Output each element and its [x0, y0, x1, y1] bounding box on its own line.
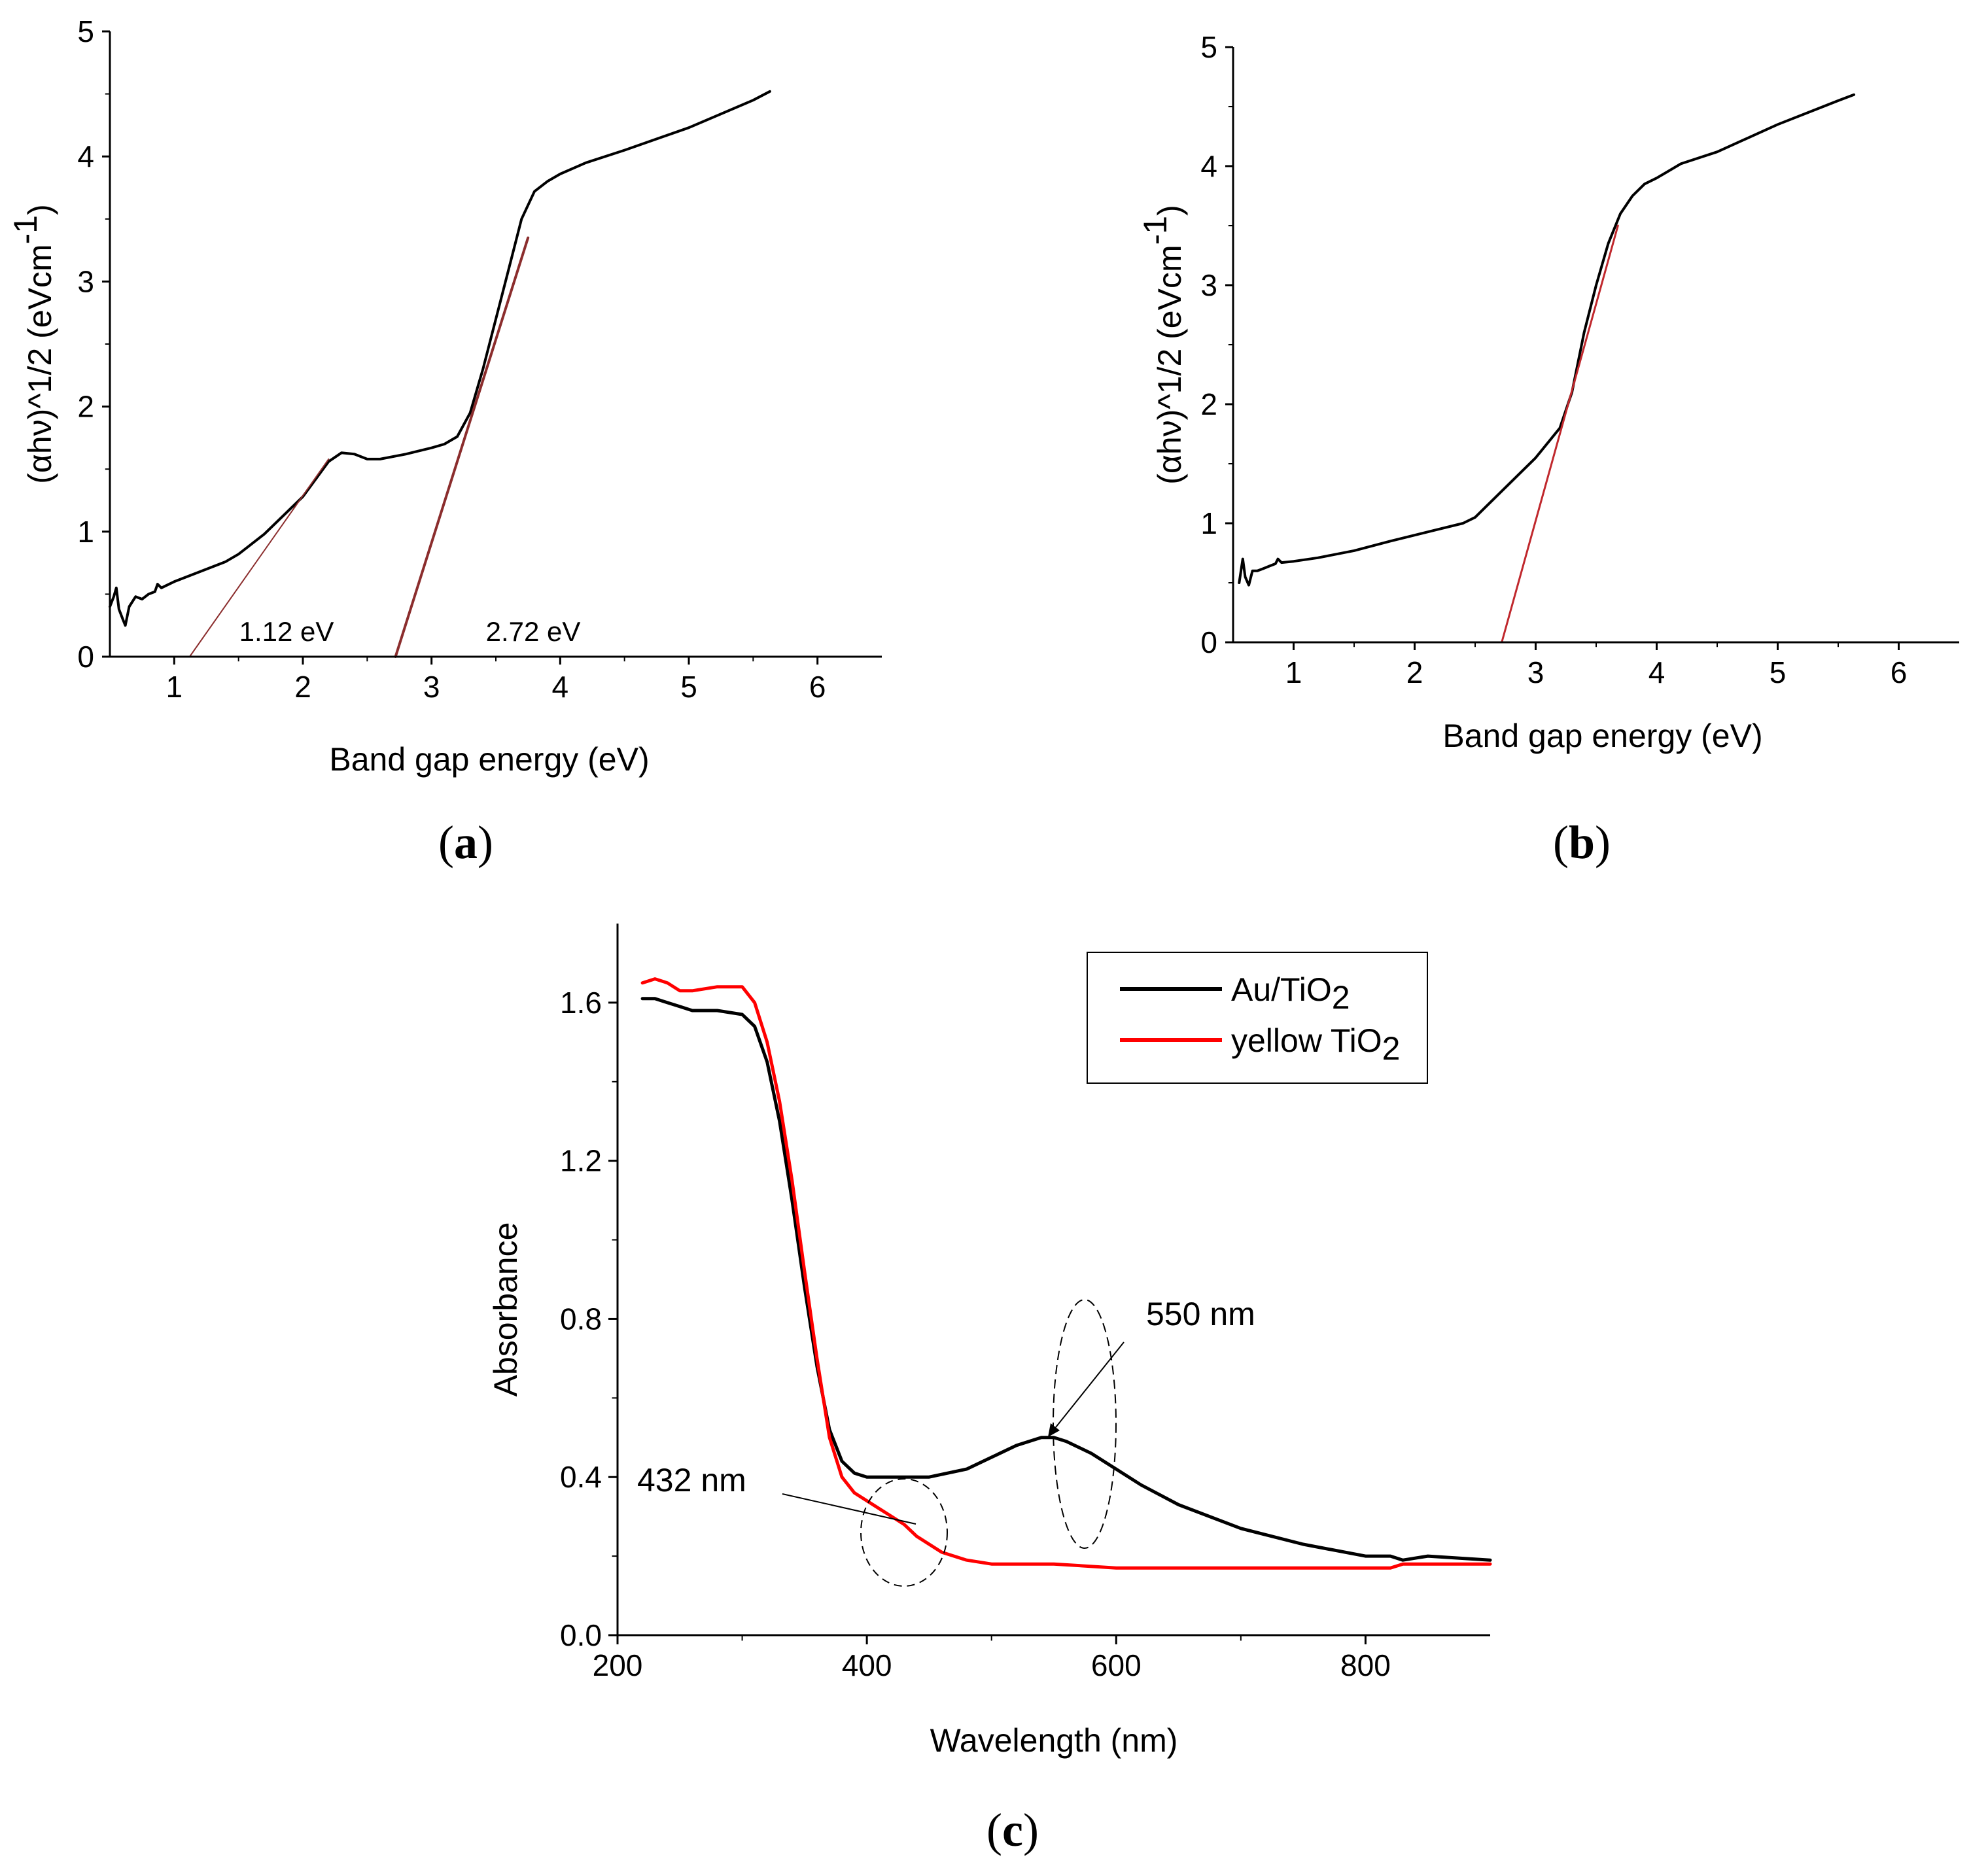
panel-c-label: (c)	[986, 1804, 1039, 1856]
panel-b-y-tick-label: 1	[1200, 506, 1217, 540]
panel-a-y-label-main: (αhν)^1/2 (eVcm	[22, 244, 58, 483]
panel-c-x-tick-label: 800	[1340, 1648, 1391, 1682]
panel-a-annotation-2: 2.72 eV	[486, 616, 581, 647]
panel-a-y-tick-label: 3	[77, 264, 94, 298]
panel-a-series-curve	[109, 90, 771, 627]
panel-a-x-tick-label: 1	[166, 670, 183, 704]
panel-c-arrow-550	[1053, 1342, 1125, 1431]
panel-b-series-fit	[1501, 224, 1619, 644]
panel-c-x-label: Wavelength (nm)	[930, 1722, 1178, 1759]
panel-b-y-tick-label: 2	[1200, 387, 1217, 421]
panel-b-x-tick-label: 1	[1285, 655, 1302, 689]
panel-c-y-tick-label: 0.8	[560, 1302, 602, 1336]
panel-c-y-tick-label: 0.0	[560, 1618, 602, 1652]
panel-a-y-tick-label: 4	[77, 139, 94, 173]
panel-a-x-tick-label: 3	[423, 670, 440, 704]
panel-a-y-tick-label: 5	[77, 14, 94, 48]
panel-c-ellipse-550	[1053, 1299, 1117, 1549]
panel-c-arrow-432	[782, 1493, 916, 1525]
panel-a-x-tick-label: 5	[680, 670, 697, 704]
panel-c-legend-label-1: Au/TiO2	[1231, 971, 1350, 1016]
panel-b-label: (b)	[1553, 816, 1611, 869]
panel-a-y-label: (αhν)^1/2 (eVcm-1)	[7, 204, 58, 483]
panel-c-x-tick-label: 400	[842, 1648, 892, 1682]
panel-c-series-yellow-tio	[640, 977, 1492, 1570]
panel-c-series	[640, 977, 1492, 1570]
panel-c-y-tick-label: 1.6	[560, 986, 602, 1020]
panel-b-series-curve	[1238, 93, 1856, 587]
panel-b-y-label: (αhν)^1/2 (eVcm-1)	[1137, 205, 1188, 484]
panel-b-x-tick-label: 3	[1527, 655, 1544, 689]
panel-c-legend-box	[1087, 952, 1428, 1084]
panel-a-ticks: 1 2 3 4 5 6 0 1 2 3 4 5	[77, 14, 826, 704]
panel-a-y-tick-label: 0	[77, 640, 94, 674]
panel-c-y-tick-label: 1.2	[560, 1144, 602, 1178]
panel-c: 200 400 600 800 0.0 0.4 0.8 1.2 1.6 550 nm 432 n…	[487, 924, 1492, 1856]
panel-a-x-label: Band gap energy (eV)	[329, 741, 649, 778]
panel-b-y-tick-label: 5	[1200, 30, 1217, 64]
panel-b-y-tick-label: 3	[1200, 268, 1217, 302]
panel-a-y-tick-label: 1	[77, 515, 94, 549]
panel-a-y-label-sup: -1	[7, 215, 44, 244]
panel-b-y-label-main: (αhν)^1/2 (eVcm	[1151, 245, 1188, 484]
panel-c-series-au-tio	[640, 997, 1492, 1562]
panel-a-label: (a)	[438, 816, 493, 869]
panel-c-x-tick-label: 600	[1091, 1648, 1142, 1682]
panel-b-y-label-sup: -1	[1137, 216, 1174, 245]
panel-c-ellipse-432	[860, 1478, 948, 1587]
panel-a-y-label-close: )	[22, 204, 58, 215]
panel-c-x-tick-label: 200	[593, 1648, 643, 1682]
panel-c-legend-label-2: yellow TiO2	[1231, 1022, 1400, 1067]
panel-a-series-fit-1	[188, 458, 330, 657]
panel-c-annotation-432: 432 nm	[637, 1462, 746, 1498]
panel-c-y-tick-label: 0.4	[560, 1460, 602, 1494]
panel-b-x-tick-label: 6	[1891, 655, 1908, 689]
panel-a-series-fit-2	[394, 236, 530, 658]
panel-b-y-tick-label: 0	[1200, 625, 1217, 659]
panel-b-y-tick-label: 4	[1200, 149, 1217, 183]
panel-b-x-tick-label: 5	[1770, 655, 1787, 689]
panel-c-ticks: 200 400 600 800 0.0 0.4 0.8 1.2 1.6	[560, 986, 1391, 1682]
panel-b: 1 2 3 4 5 6 0 1 2 3 4 5 Band gap energy (eV) (αhν)^…	[1137, 30, 1959, 869]
panel-a-x-tick-label: 4	[552, 670, 569, 704]
panel-c-annotation-550: 550 nm	[1146, 1296, 1255, 1332]
panel-a-x-tick-label: 2	[294, 670, 311, 704]
panel-c-legend: Au/TiO2 yellow TiO2	[1087, 952, 1428, 1084]
panel-b-x-tick-label: 2	[1406, 655, 1423, 689]
panel-b-x-label: Band gap energy (eV)	[1442, 718, 1762, 754]
panel-b-ticks: 1 2 3 4 5 6 0 1 2 3 4 5	[1200, 30, 1907, 689]
panel-a-series	[109, 90, 771, 658]
panel-b-series	[1238, 93, 1856, 644]
panel-b-y-label-close: )	[1151, 205, 1188, 216]
panel-a-annotation-1: 1.12 eV	[239, 616, 334, 647]
panel-b-x-tick-label: 4	[1648, 655, 1665, 689]
panel-c-arrowhead-550	[1048, 1423, 1060, 1437]
panel-c-y-label: Absorbance	[487, 1222, 524, 1397]
panel-a: 1 2 3 4 5 6 0 1 2 3 4 5 1.12 eV 2.72 eV Band gap en…	[7, 14, 882, 869]
panel-a-x-tick-label: 6	[809, 670, 826, 704]
panel-a-y-tick-label: 2	[77, 390, 94, 424]
